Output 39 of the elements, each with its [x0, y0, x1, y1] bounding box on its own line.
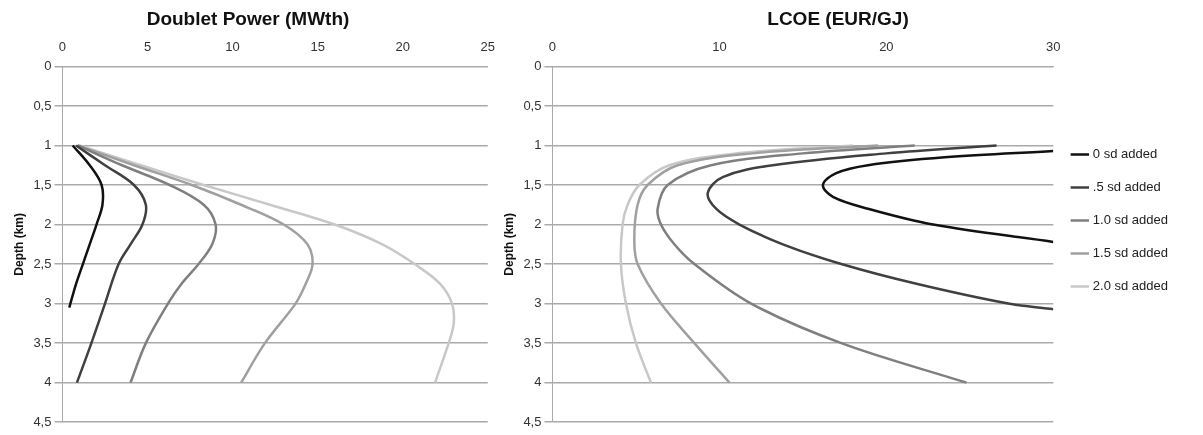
x-tick-label: 25: [480, 39, 495, 55]
x-tick-label: 30: [1046, 39, 1061, 55]
legend-label: 2.0 sd added: [1092, 278, 1169, 294]
y-tick-label: 1,5: [33, 176, 52, 192]
y-tick-label: 3,5: [33, 334, 52, 350]
y-tick-label: 4: [44, 374, 52, 390]
y-tick-label: 0,5: [523, 97, 542, 113]
y-axis-title: Depth (km): [501, 212, 516, 276]
x-tick-label: 0: [58, 39, 67, 55]
chart-title: Doublet Power (MWth): [146, 7, 350, 29]
y-tick-label: 1: [534, 137, 542, 153]
x-tick-label: 5: [143, 39, 152, 55]
chart-title: LCOE (EUR/GJ): [767, 7, 909, 29]
y-tick-label: 2,5: [33, 255, 52, 271]
y-tick-label: 2,5: [523, 255, 542, 271]
y-tick-label: 4,5: [33, 413, 52, 429]
y-tick-label: 0: [534, 57, 542, 73]
y-tick-label: 0: [44, 57, 52, 73]
y-axis-title: Depth (km): [11, 212, 26, 276]
legend-label: .5 sd added: [1092, 179, 1161, 195]
x-tick-label: 10: [712, 39, 727, 55]
y-tick-label: 4: [534, 374, 542, 390]
y-tick-label: 4,5: [523, 413, 542, 429]
x-tick-label: 20: [395, 39, 410, 55]
y-tick-label: 3: [534, 295, 542, 311]
y-tick-label: 1: [44, 137, 52, 153]
legend-label: 1.5 sd added: [1092, 245, 1169, 261]
y-tick-label: 2: [44, 216, 52, 232]
legend-label: 0 sd added: [1092, 146, 1158, 162]
legend-label: 1.0 sd added: [1092, 212, 1169, 228]
y-tick-label: 2: [534, 216, 542, 232]
y-tick-label: 3,5: [523, 334, 542, 350]
y-tick-label: 1,5: [523, 176, 542, 192]
y-tick-label: 3: [44, 295, 52, 311]
y-tick-label: 0,5: [33, 97, 52, 113]
x-tick-label: 20: [879, 39, 894, 55]
x-tick-label: 15: [310, 39, 325, 55]
x-tick-label: 0: [548, 39, 557, 55]
x-tick-label: 10: [225, 39, 240, 55]
